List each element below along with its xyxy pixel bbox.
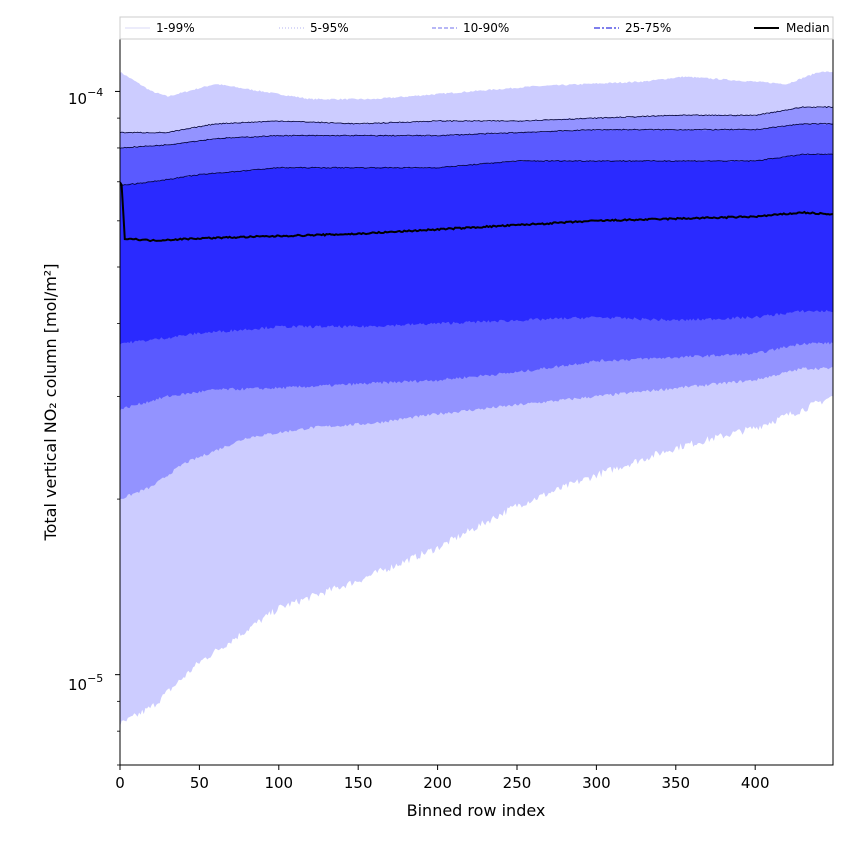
x-tick-label: 250 <box>503 774 532 792</box>
x-tick-label: 300 <box>582 774 611 792</box>
legend-box <box>119 16 834 40</box>
legend: 1-99% 5-95% 10-90% 25-75% Median <box>119 16 834 40</box>
median-line <box>120 181 833 243</box>
legend-label-median: Median <box>786 21 830 35</box>
x-tick-label: 0 <box>115 774 125 792</box>
data-layer <box>120 71 833 727</box>
x-axis-title: Binned row index <box>407 801 546 820</box>
band-edge-10-90 <box>120 122 833 149</box>
x-tick-label: 150 <box>344 774 373 792</box>
x-tick-label: 50 <box>190 774 209 792</box>
band-edge-25-75 <box>120 153 833 187</box>
band-edge-5-95 <box>120 106 833 134</box>
x-axis: 0 50 100 150 200 250 300 350 400 <box>115 765 770 792</box>
legend-label-10-90: 10-90% <box>463 21 509 35</box>
band-25-75 <box>120 153 833 345</box>
y-tick-label-1e-5: 10−5 <box>68 672 103 694</box>
x-tick-label: 100 <box>264 774 293 792</box>
x-tick-label: 350 <box>661 774 690 792</box>
x-tick-label: 400 <box>741 774 770 792</box>
legend-label-1-99: 1-99% <box>156 21 195 35</box>
y-tick-label-1e-4: 10−4 <box>68 86 103 108</box>
legend-label-25-75: 25-75% <box>625 21 671 35</box>
x-tick-label: 200 <box>423 774 452 792</box>
legend-label-5-95: 5-95% <box>310 21 349 35</box>
y-axis <box>115 90 120 766</box>
y-axis-title: Total vertical NO₂ column [mol/m²] <box>41 264 60 542</box>
